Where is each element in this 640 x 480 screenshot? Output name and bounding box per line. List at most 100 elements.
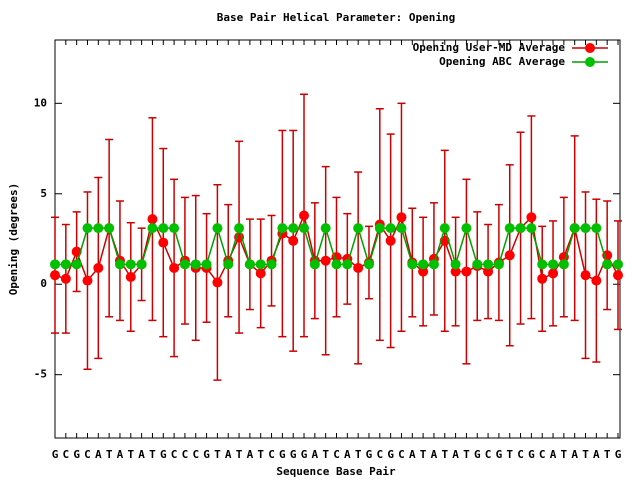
point [169,223,180,234]
point [428,259,439,270]
point [407,259,418,270]
x-tick-label: A [593,448,600,461]
point [331,259,342,270]
x-tick-label: T [420,448,427,461]
point [461,266,472,277]
point [580,223,591,234]
y-tick-label: 10 [34,96,47,109]
point [255,259,266,270]
point [309,259,320,270]
point [158,237,169,248]
point [493,259,504,270]
point [125,271,136,282]
point [71,259,82,270]
point [537,273,548,284]
point [450,259,461,270]
point [613,259,623,270]
x-tick-label: G [160,448,167,461]
point [147,214,158,225]
point [450,266,461,277]
point [60,259,71,270]
point [353,262,364,273]
x-tick-label: C [398,448,405,461]
x-tick-label: A [247,448,254,461]
x-tick-label: A [225,448,232,461]
x-tick-label: C [171,448,178,461]
point [266,259,277,270]
point [385,223,396,234]
point [613,270,623,281]
point [234,223,245,234]
point [396,223,407,234]
point [483,266,494,277]
x-tick-label: G [366,448,373,461]
y-tick-label: 0 [40,277,47,290]
point [50,270,60,281]
x-tick-label: T [257,448,264,461]
x-tick-label: T [236,448,243,461]
point [504,223,515,234]
point [374,223,385,234]
point [591,275,602,286]
x-tick-label: T [582,448,589,461]
point [461,223,472,234]
x-tick-label: C [84,448,91,461]
x-tick-label: C [182,448,189,461]
x-tick-label: G [203,448,210,461]
x-tick-label: G [387,448,394,461]
point [50,259,60,270]
legend-marker [585,43,595,53]
x-tick-label: T [506,448,513,461]
x-tick-label: C [192,448,199,461]
point [483,259,494,270]
x-tick-label: G [290,448,297,461]
x-tick-label: C [268,448,275,461]
point [60,273,71,284]
x-tick-label: A [452,448,459,461]
legend-marker [585,57,595,67]
legend-label: Opening User-MD Average [413,41,566,54]
point [212,223,223,234]
x-tick-label: T [441,448,448,461]
point [396,212,407,223]
x-tick-label: A [95,448,102,461]
x-tick-label: G [615,448,622,461]
point [114,259,125,270]
point [580,270,591,281]
x-tick-label: A [571,448,578,461]
point [299,210,310,221]
x-axis-label: Sequence Base Pair [276,465,396,478]
point [472,259,483,270]
point [125,259,136,270]
x-tick-label: C [376,448,383,461]
point [439,223,450,234]
x-tick-label: A [138,448,145,461]
x-tick-label: T [106,448,113,461]
point [418,266,429,277]
point [548,259,559,270]
x-tick-label: G [528,448,535,461]
x-tick-label: T [214,448,221,461]
x-tick-label: T [604,448,611,461]
point [244,259,255,270]
y-tick-label: -5 [34,368,47,381]
x-tick-label: T [463,448,470,461]
x-tick-label: A [117,448,124,461]
point [136,259,147,270]
x-tick-label: T [127,448,134,461]
point [342,259,353,270]
point [201,259,212,270]
x-tick-label: G [301,448,308,461]
point [320,223,331,234]
x-tick-label: G [474,448,481,461]
x-tick-label: A [312,448,319,461]
point [179,259,190,270]
x-tick-label: T [322,448,329,461]
point [277,223,288,234]
point [147,223,158,234]
chart-title: Base Pair Helical Parameter: Opening [217,11,455,24]
point [526,212,537,223]
x-tick-label: A [409,448,416,461]
point [288,223,299,234]
